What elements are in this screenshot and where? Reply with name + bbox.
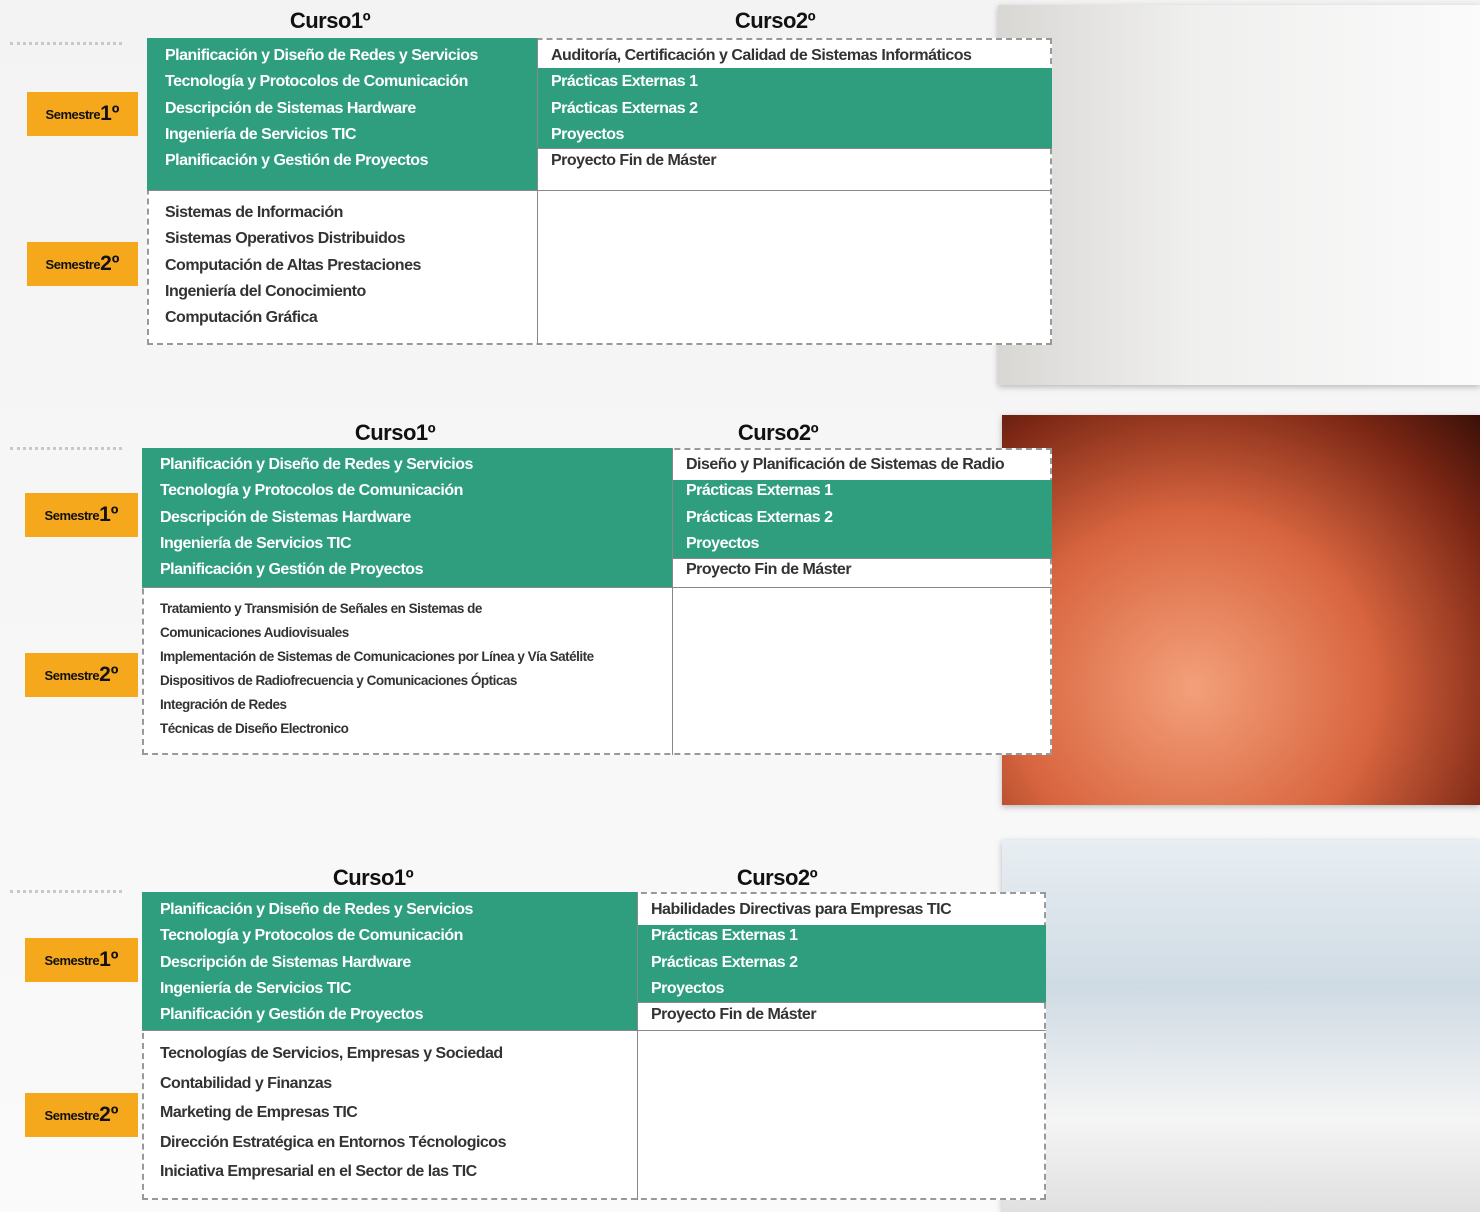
course: Integración de Redes bbox=[160, 697, 287, 712]
course: Computación Gráfica bbox=[165, 309, 318, 327]
row-divider bbox=[142, 587, 1052, 588]
course: Contabilidad y Finanzas bbox=[160, 1074, 332, 1092]
course: Planificación y Diseño de Redes y Servic… bbox=[160, 456, 473, 473]
semestre-number: 2º bbox=[100, 252, 120, 275]
row-divider bbox=[637, 1002, 1046, 1003]
course: Prácticas Externas 2 bbox=[551, 99, 698, 117]
course: Planificación y Diseño de Redes y Servic… bbox=[165, 47, 478, 64]
curso-header: Curso1º bbox=[289, 8, 371, 33]
semestre-label: Semestre 1º bbox=[25, 938, 138, 982]
semestre-number: 1º bbox=[99, 948, 119, 971]
course: Proyectos bbox=[651, 979, 724, 997]
semestre-number: 2º bbox=[99, 663, 119, 686]
course: Técnicas de Diseño Electronico bbox=[160, 721, 349, 736]
course: Prácticas Externas 1 bbox=[686, 482, 833, 500]
green-cell bbox=[142, 892, 637, 1030]
course: Sistemas Operativos Distribuidos bbox=[165, 230, 406, 248]
course: Sistemas de Información bbox=[165, 204, 343, 221]
course: Proyectos bbox=[686, 534, 759, 552]
semestre-label: Semestre 2º bbox=[25, 653, 138, 697]
curso-header: Curso2º bbox=[736, 865, 818, 890]
course: Implementación de Sistemas de Comunicaci… bbox=[160, 649, 594, 664]
course: Prácticas Externas 2 bbox=[686, 508, 833, 526]
semestre-word: Semestre bbox=[44, 667, 100, 683]
col-divider bbox=[637, 892, 638, 1200]
semestre-word: Semestre bbox=[44, 952, 100, 968]
course: Prácticas Externas 2 bbox=[651, 953, 798, 971]
photo bbox=[1002, 840, 1480, 1212]
photo bbox=[1002, 415, 1480, 805]
dots bbox=[10, 42, 122, 45]
course: Diseño y Planificación de Sistemas de Ra… bbox=[686, 456, 1005, 473]
green-cell bbox=[147, 38, 537, 190]
course: Tecnología y Protocolos de Comunicación bbox=[165, 73, 468, 91]
semestre-number: 1º bbox=[100, 102, 120, 125]
course: Ingeniería de Servicios TIC bbox=[165, 125, 357, 143]
course: Descripción de Sistemas Hardware bbox=[160, 953, 411, 971]
course: Prácticas Externas 1 bbox=[651, 927, 798, 945]
semestre-number: 1º bbox=[99, 503, 119, 526]
green-rows bbox=[637, 925, 1046, 1002]
course: Habilidades Directivas para Empresas TIC bbox=[651, 901, 952, 918]
row-divider bbox=[672, 558, 1052, 559]
course: Planificación y Gestión de Proyectos bbox=[165, 152, 428, 170]
semestre-number: 2º bbox=[99, 1103, 119, 1126]
course: Comunicaciones Audiovisuales bbox=[160, 625, 349, 640]
course: Dispositivos de Radiofrecuencia y Comuni… bbox=[160, 673, 517, 688]
semestre-label: Semestre 2º bbox=[25, 1093, 138, 1137]
green-rows bbox=[537, 68, 1052, 148]
course: Tecnología y Protocolos de Comunicación bbox=[160, 927, 463, 945]
row-divider bbox=[537, 148, 1052, 149]
course: Proyectos bbox=[551, 125, 624, 143]
curso-header: Curso2º bbox=[734, 8, 816, 33]
course: Iniciativa Empresarial en el Sector de l… bbox=[160, 1163, 477, 1180]
course: Planificación y Gestión de Proyectos bbox=[160, 561, 423, 579]
course: Descripción de Sistemas Hardware bbox=[165, 99, 416, 117]
course: Prácticas Externas 1 bbox=[551, 73, 698, 91]
curso-header: Curso2º bbox=[737, 420, 819, 445]
semestre-word: Semestre bbox=[44, 1107, 100, 1123]
curso-header: Curso1º bbox=[332, 865, 414, 890]
course: Ingeniería de Servicios TIC bbox=[160, 979, 352, 997]
dots bbox=[10, 890, 122, 893]
course: Proyecto Fin de Máster bbox=[686, 561, 852, 579]
course: Dirección Estratégica en Entornos Técnol… bbox=[160, 1133, 506, 1151]
col-divider bbox=[672, 448, 673, 755]
course: Auditoría, Certificación y Calidad de Si… bbox=[551, 47, 972, 64]
col-divider bbox=[537, 38, 538, 345]
semestre-word: Semestre bbox=[44, 507, 100, 523]
semestre-word: Semestre bbox=[45, 106, 101, 122]
course: Computación de Altas Prestaciones bbox=[165, 256, 421, 274]
dots bbox=[10, 447, 122, 450]
green-rows bbox=[672, 480, 1052, 558]
photo bbox=[998, 5, 1480, 385]
row-divider bbox=[147, 190, 1052, 191]
semestre-label: Semestre 1º bbox=[27, 92, 138, 136]
row-divider bbox=[142, 1030, 1046, 1031]
course: Tecnología y Protocolos de Comunicación bbox=[160, 482, 463, 500]
course: Descripción de Sistemas Hardware bbox=[160, 508, 411, 526]
course: Tratamiento y Transmisión de Señales en … bbox=[160, 601, 482, 616]
course: Planificación y Diseño de Redes y Servic… bbox=[160, 901, 473, 918]
semestre-label: Semestre 2º bbox=[27, 242, 138, 286]
course: Marketing de Empresas TIC bbox=[160, 1104, 358, 1121]
course: Planificación y Gestión de Proyectos bbox=[160, 1006, 423, 1024]
course: Ingeniería del Conocimiento bbox=[165, 282, 366, 300]
course: Proyecto Fin de Máster bbox=[651, 1006, 817, 1024]
curso-header: Curso1º bbox=[354, 420, 436, 445]
green-cell bbox=[142, 448, 672, 587]
semestre-label: Semestre 1º bbox=[25, 493, 138, 537]
course: Ingeniería de Servicios TIC bbox=[160, 534, 352, 552]
semestre-word: Semestre bbox=[45, 256, 101, 272]
course: Proyecto Fin de Máster bbox=[551, 152, 717, 170]
course: Tecnologías de Servicios, Empresas y Soc… bbox=[160, 1045, 503, 1062]
